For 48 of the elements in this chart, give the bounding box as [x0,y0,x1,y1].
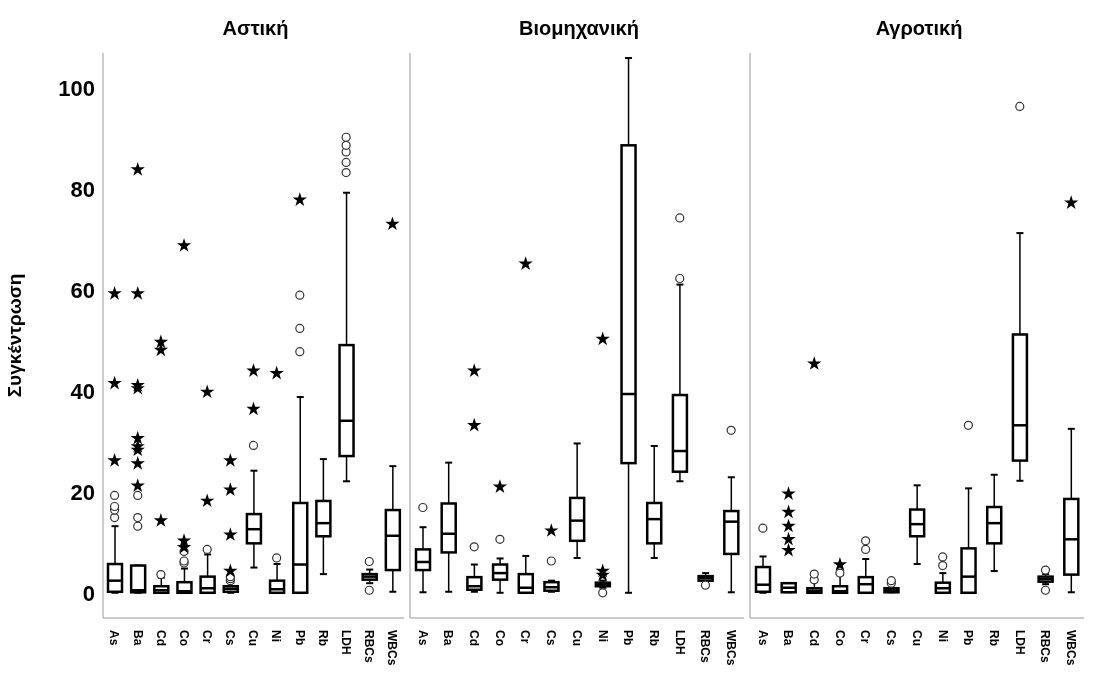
x-tick-label: Cu [246,630,261,646]
x-tick-label: WBCs [385,630,400,666]
chart-title: Αστική [221,16,290,41]
x-tick-label: Rb [646,630,661,646]
x-tick-label: As [415,630,430,646]
x-tick-label: Ba [130,630,145,646]
x-tick-label: Cd [807,630,822,646]
chart-title: Αγροτική [874,16,964,41]
chart-title: Βιομηχανική [518,16,640,41]
x-tick-label: As [755,630,770,646]
x-tick-label: As [107,630,122,646]
y-tick-label: 0 [82,580,95,606]
x-tick-label: Ni [935,630,950,642]
x-tick-label: RBCs [698,630,713,663]
x-tick-label: Cr [858,630,873,644]
x-tick-label: WBCs [723,630,738,666]
x-tick-label: Co [176,630,191,646]
y-tick-label: 80 [70,177,95,203]
x-tick-label: Cd [153,630,168,646]
x-tick-label: Ba [441,630,456,646]
x-tick-label: Cs [544,630,559,646]
x-tick-label: Ni [269,630,284,642]
y-tick-label: 20 [70,479,95,505]
x-tick-label: Ba [781,630,796,646]
x-tick-label: Pb [292,630,307,646]
x-tick-label: RBCs [1038,630,1053,663]
x-tick-label: RBCs [362,630,377,663]
x-tick-label: Pb [621,630,636,646]
x-tick-label: Rb [315,630,330,646]
y-tick-label: 60 [70,277,95,303]
x-tick-label: LDH [1012,630,1027,655]
x-tick-label: Pb [961,630,976,646]
x-tick-label: WBCs [1063,630,1078,666]
x-tick-label: Co [832,630,847,646]
x-tick-label: Ni [595,630,610,642]
y-tick-label: 100 [58,76,95,102]
x-tick-label: Cr [199,630,214,644]
y-tick-label: 40 [70,378,95,404]
x-tick-label: LDH [338,630,353,655]
x-tick-label: Cu [909,630,924,646]
x-tick-label: Co [492,630,507,646]
x-tick-label: Rb [986,630,1001,646]
x-tick-label: Cd [467,630,482,646]
x-tick-label: Cu [569,630,584,646]
x-tick-label: LDH [672,630,687,655]
x-tick-label: Cs [223,630,238,646]
x-tick-label: Cs [884,630,899,646]
x-tick-label: Cr [518,630,533,644]
